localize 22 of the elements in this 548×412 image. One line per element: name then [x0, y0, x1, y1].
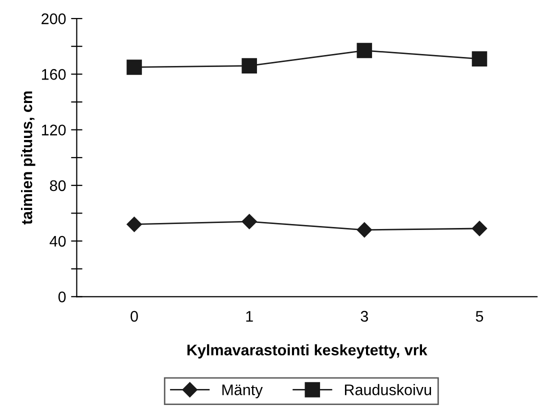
point — [242, 214, 257, 230]
y-axis-title: taimien pituus, cm — [21, 91, 36, 224]
legend-label: Mänty — [222, 384, 263, 398]
point — [472, 51, 488, 67]
point — [356, 42, 372, 58]
x-tick-label: 0 — [130, 310, 138, 322]
y-tick-label: 200 — [42, 13, 66, 24]
y-tick-label: 120 — [42, 124, 66, 136]
point — [472, 220, 488, 236]
point — [242, 58, 257, 74]
point — [356, 222, 372, 238]
y-tick-label: 80 — [50, 180, 66, 192]
point — [126, 60, 142, 75]
x-tick-label: 1 — [246, 311, 253, 322]
y-tick-label: 160 — [42, 69, 66, 80]
x-tick-label: 3 — [360, 310, 368, 322]
x-axis-title: Kylmavarastointi keskeytetty, vrk — [187, 344, 428, 358]
y-tick-label: 0 — [58, 292, 66, 302]
legend-label: Rauduskoivu — [344, 384, 432, 396]
point — [126, 216, 142, 232]
y-tick-label: 40 — [50, 236, 66, 247]
x-tick-label: 5 — [476, 311, 484, 322]
